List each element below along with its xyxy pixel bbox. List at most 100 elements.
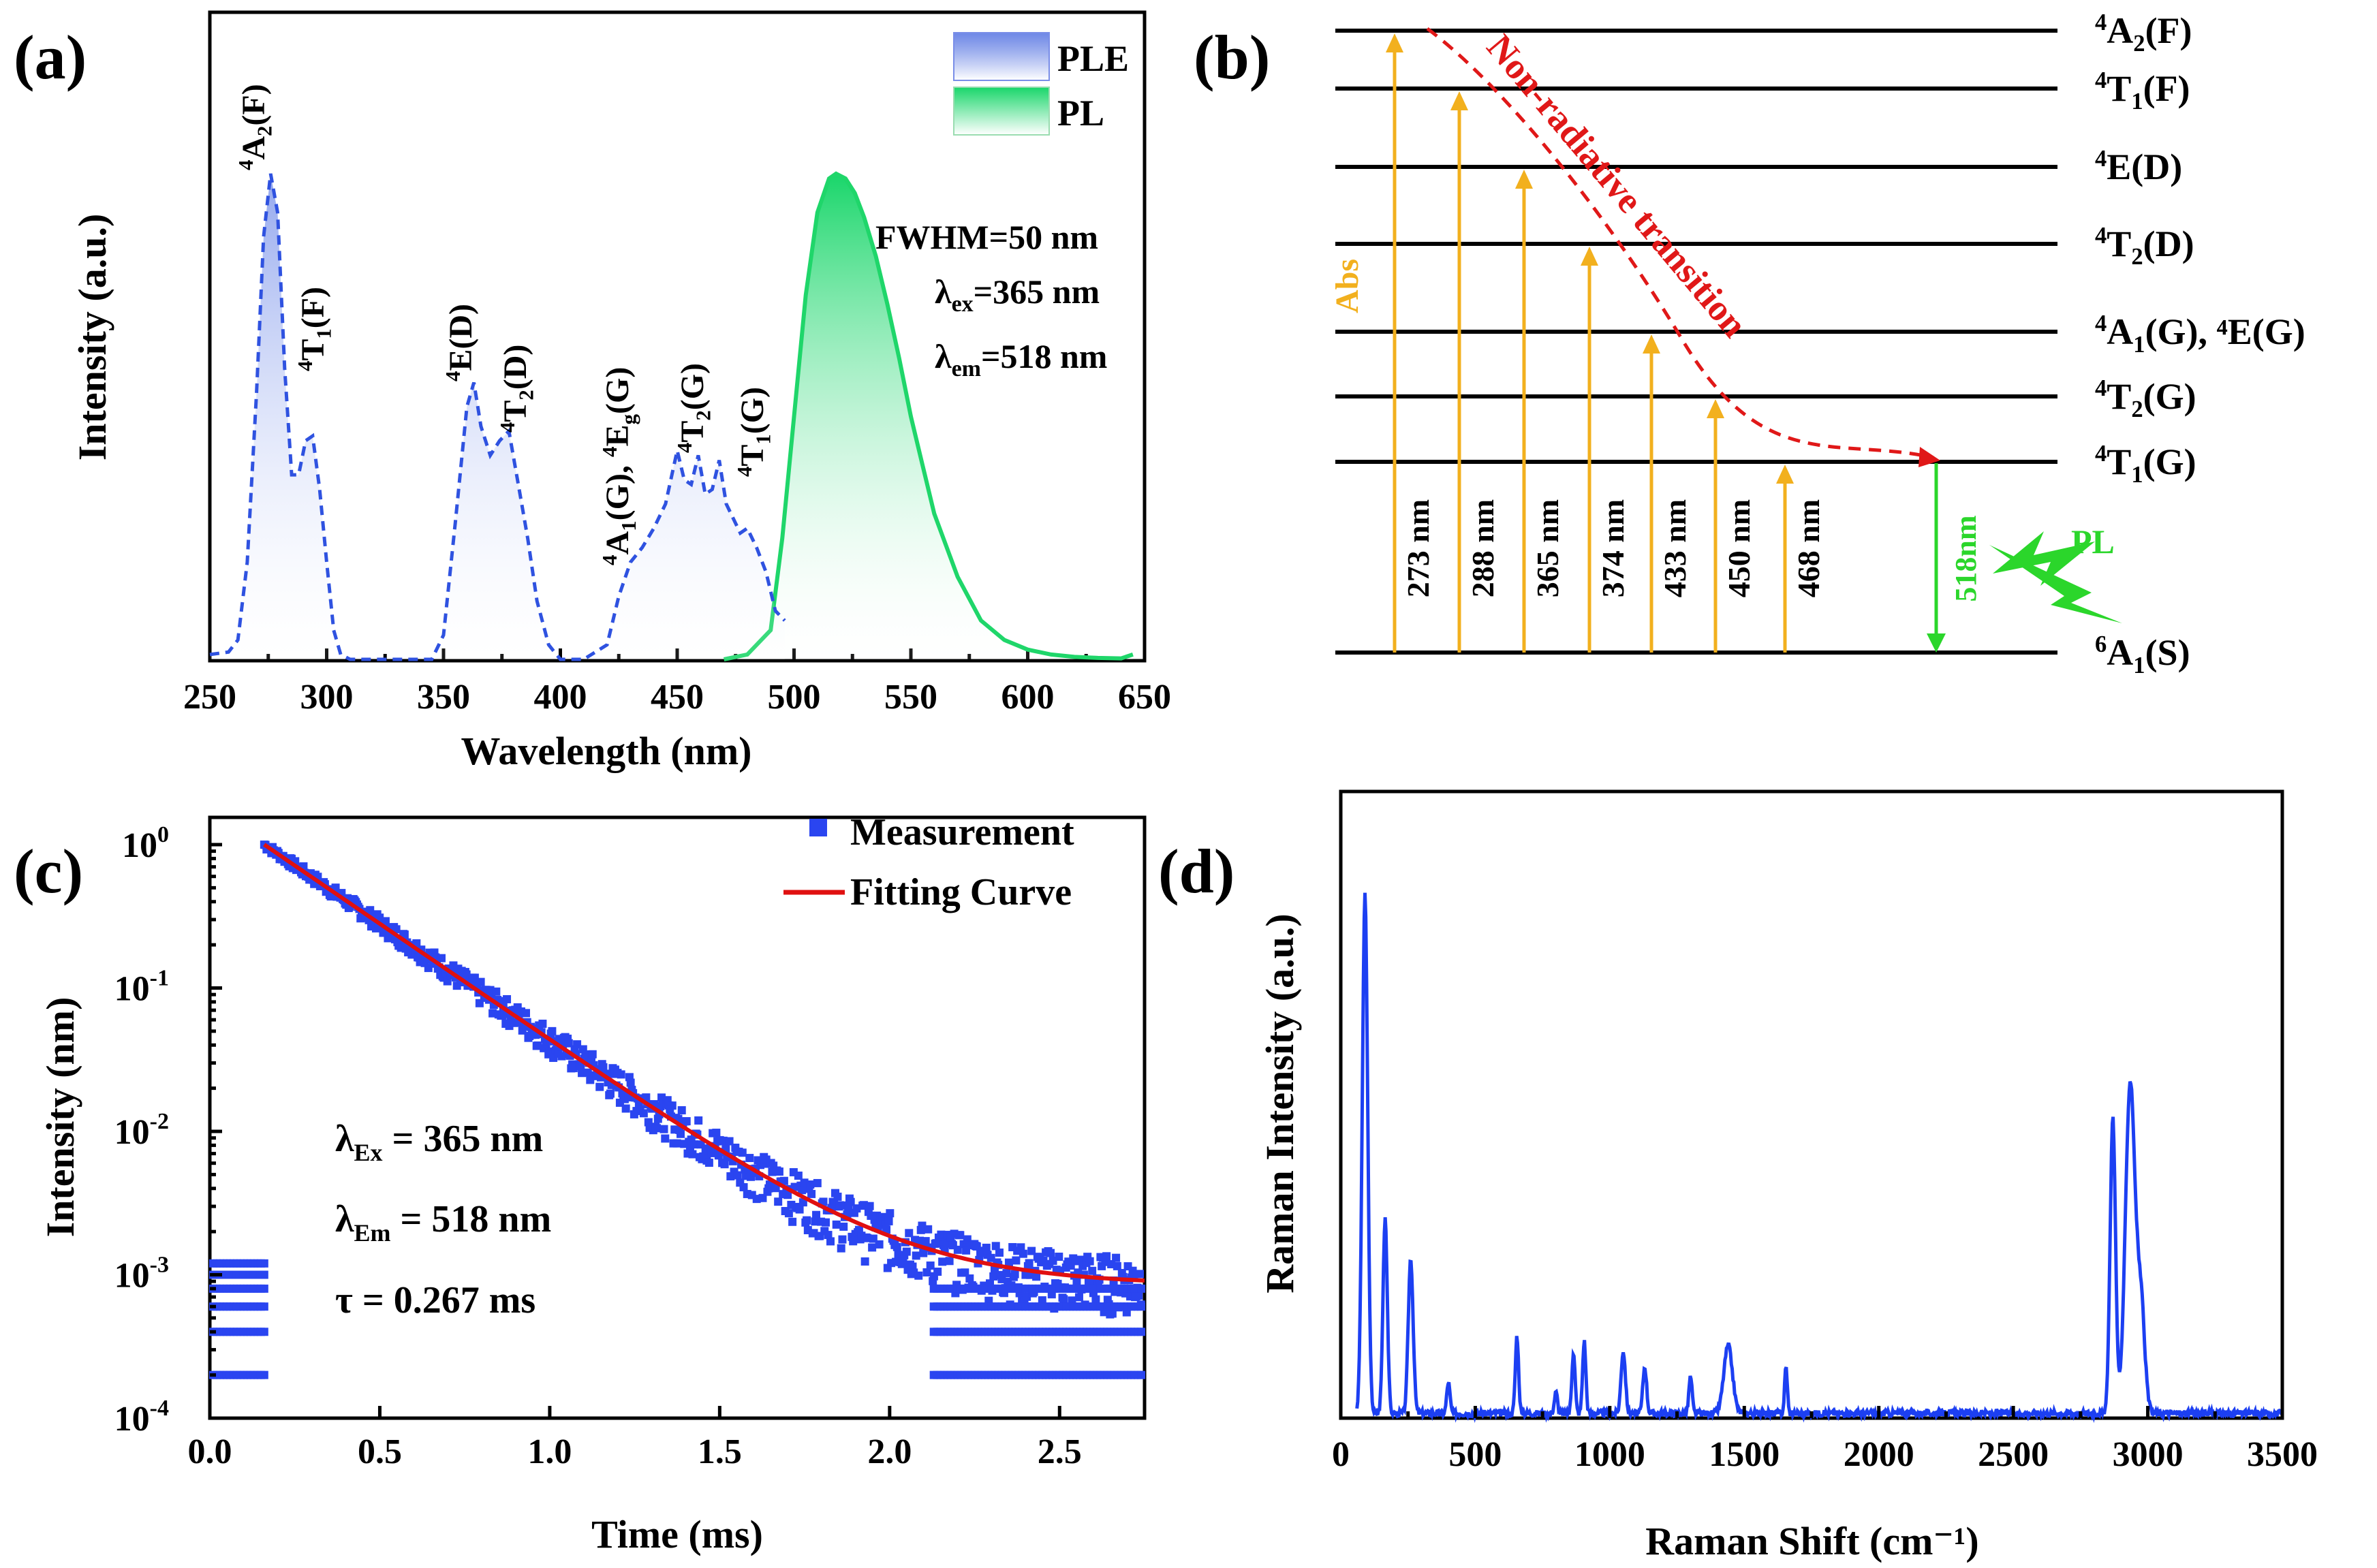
term-superscript: 4 xyxy=(234,160,258,170)
term-superscript: 4 xyxy=(441,371,465,381)
lambda-ex-annotation: λEx = 365 nm xyxy=(335,1118,543,1166)
panel-c-annotations: λEx = 365 nm λEm = 518 nm τ = 0.267 ms xyxy=(335,1118,551,1321)
pl-label: PL xyxy=(2071,522,2115,561)
term-base: T xyxy=(497,401,533,422)
measurement-point xyxy=(653,1124,662,1133)
term-subscript: 1 xyxy=(2131,462,2143,488)
x-tick-label: 0.5 xyxy=(358,1432,402,1471)
y-tick-base: 10 xyxy=(114,1257,150,1296)
measurement-point xyxy=(676,1129,685,1138)
measurement-point xyxy=(1085,1257,1094,1266)
term-subscript: 1 xyxy=(2133,332,2145,358)
measurement-point xyxy=(924,1225,933,1234)
panel-a-annotations: FWHM=50 nm λex=365 nm λem=518 nm xyxy=(875,218,1107,381)
measurement-point xyxy=(400,930,409,939)
term-subscript: 1 xyxy=(617,520,640,531)
panel-c-ticks xyxy=(208,843,1061,1420)
absorption-wavelength-label: 450 nm xyxy=(1722,499,1756,597)
measurement-point xyxy=(366,906,375,915)
panel-c: (c) 0.0 0.5 1.0 1.5 2.0 2.510010-110-210-310-… xyxy=(14,811,1147,1556)
panel-d-label: (d) xyxy=(1158,836,1234,906)
term-base: E(D) xyxy=(2107,146,2182,187)
y-tick-base: 10 xyxy=(114,1400,150,1439)
pl-lightning-icon xyxy=(1989,545,2122,623)
y-tick-exponent: -3 xyxy=(150,1253,169,1278)
panel-c-ylabel: Intensity (nm) xyxy=(38,997,82,1238)
measurement-point xyxy=(599,1063,608,1071)
y-tick-exponent: -1 xyxy=(150,966,169,991)
measurement-point xyxy=(739,1182,748,1191)
abs-label: Abs xyxy=(1329,259,1365,313)
x-tick-label: 450 xyxy=(651,678,704,717)
measurement-point xyxy=(886,1209,895,1218)
measurement-point xyxy=(1002,1269,1011,1278)
measurement-point xyxy=(819,1197,828,1206)
term-superscript: 4 xyxy=(294,361,317,371)
em-value: = 518 nm xyxy=(391,1198,552,1240)
measurement-point xyxy=(771,1184,780,1193)
ex-subscript: Ex xyxy=(354,1139,383,1166)
x-tick-label: 250 xyxy=(183,678,236,717)
x-tick-label: 0.0 xyxy=(188,1432,232,1471)
measurement-point xyxy=(725,1137,734,1146)
energy-level-label: 4T1(F) xyxy=(2095,67,2190,114)
measurement-point xyxy=(688,1150,697,1159)
term-superscript: 4 xyxy=(2095,223,2107,249)
x-tick-label: 350 xyxy=(417,678,470,717)
measurement-point xyxy=(1025,1259,1034,1268)
measurement-point xyxy=(788,1217,797,1226)
measurement-point xyxy=(803,1216,811,1225)
measurement-point xyxy=(1032,1272,1041,1281)
panel-a-legend: PLE PL xyxy=(953,32,1129,136)
x-tick-label: 0 xyxy=(1332,1435,1350,1474)
measurement-point xyxy=(548,1026,557,1035)
x-tick-label: 2000 xyxy=(1844,1435,1914,1474)
measurement-point xyxy=(899,1259,907,1268)
y-tick-base: 10 xyxy=(122,826,157,865)
measurement-point xyxy=(779,1176,788,1185)
energy-level-label: 4A2(F) xyxy=(2095,10,2192,57)
ex-subscript: ex xyxy=(952,292,974,317)
term-tail: (S) xyxy=(2145,632,2190,673)
pl-line xyxy=(723,171,1134,661)
measurement-point xyxy=(794,1172,803,1180)
term-tail: (F) xyxy=(2145,10,2192,51)
ple-area xyxy=(210,174,785,659)
measurement-point xyxy=(1038,1296,1046,1305)
measurement-point xyxy=(1112,1253,1121,1262)
panel-c-label: (c) xyxy=(14,836,83,906)
measurement-point xyxy=(1113,1261,1121,1270)
term-tail: (D) xyxy=(2143,223,2194,264)
lambda-symbol: λ xyxy=(935,337,952,375)
measurement-point xyxy=(795,1205,804,1214)
measurement-point xyxy=(588,1050,597,1059)
absorption-wavelength-label: 374 nm xyxy=(1596,499,1630,597)
measurement-point xyxy=(1137,1302,1146,1311)
measurement-point xyxy=(745,1154,754,1163)
term-base: A xyxy=(2107,632,2133,673)
measurement-point xyxy=(1012,1256,1021,1265)
term-tail: (G) xyxy=(674,363,711,410)
legend-swatch-pl xyxy=(953,87,1050,136)
lambda-em-annotation: λem=518 nm xyxy=(935,337,1107,381)
peak-label-4T1G: 4T1(G) xyxy=(733,387,775,477)
term-superscript: 4 xyxy=(733,467,756,477)
measurement-point xyxy=(621,1104,630,1113)
measurement-point xyxy=(758,1193,767,1202)
measurement-point xyxy=(738,1148,747,1157)
y-tick-label: 10-4 xyxy=(114,1396,169,1439)
measurement-point xyxy=(837,1244,845,1253)
measurement-point xyxy=(933,1268,942,1276)
y-tick-label: 10-3 xyxy=(114,1253,169,1296)
measurement-point xyxy=(824,1231,833,1240)
measurement-point xyxy=(991,1242,1000,1251)
x-tick-label: 400 xyxy=(534,678,587,717)
measurement-point xyxy=(784,1209,793,1218)
measurement-point xyxy=(839,1222,848,1231)
measurement-point xyxy=(882,1225,891,1234)
measurement-point xyxy=(1059,1295,1068,1304)
measurement-point xyxy=(381,917,390,926)
y-tick-base: 10 xyxy=(114,970,150,1009)
term-superscript: 4 xyxy=(2095,441,2107,467)
